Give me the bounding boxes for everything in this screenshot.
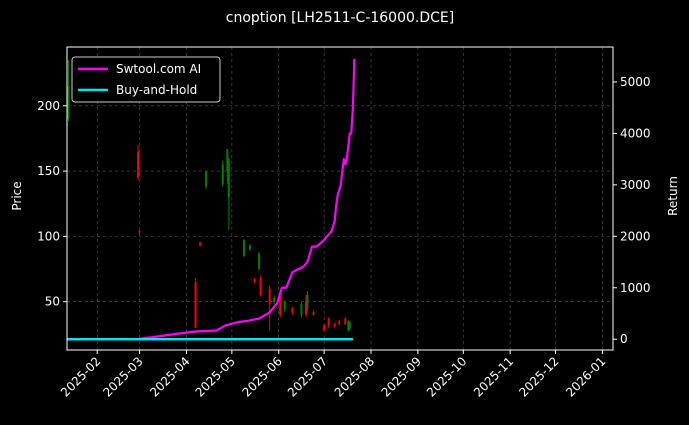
candle-body <box>304 301 307 315</box>
legend: Swtool.com AI Buy-and-Hold <box>71 56 221 103</box>
candle-body <box>323 325 326 331</box>
candle-body <box>259 278 262 296</box>
candle-body <box>300 304 303 315</box>
series-lines <box>67 58 356 341</box>
axes <box>63 46 617 354</box>
candle-body <box>194 282 197 328</box>
y2-tick-label: 2000 <box>620 229 651 243</box>
candle-body <box>291 308 294 313</box>
y-tick-label: 50 <box>45 295 60 309</box>
candle-body <box>333 323 336 327</box>
candle-body <box>221 164 224 185</box>
candle-body <box>253 279 256 283</box>
candle-body <box>348 322 351 328</box>
y2-tick-label: 3000 <box>620 178 651 192</box>
candle-body <box>249 245 252 250</box>
candle-body <box>283 301 286 310</box>
candle-body <box>67 86 70 119</box>
candle-body <box>312 312 315 315</box>
candle-body <box>205 171 208 187</box>
candle-body <box>347 321 350 331</box>
chart-title: cnoption [LH2511-C-16000.DCE] <box>226 10 454 26</box>
y2-tick-label: 4000 <box>620 126 651 140</box>
y2-tick-label: 5000 <box>620 75 651 89</box>
strategy-line <box>67 58 356 341</box>
candle-body <box>306 295 309 309</box>
legend-box <box>71 56 221 103</box>
plot-frame <box>66 46 614 351</box>
candle-body <box>226 148 229 172</box>
candle-body <box>268 288 271 305</box>
candles <box>67 60 351 332</box>
candle-body <box>199 242 202 246</box>
candle-body <box>327 318 330 326</box>
y-tick-label: 150 <box>37 164 60 178</box>
y-tick-label: 200 <box>37 99 60 113</box>
candle-body <box>138 231 141 233</box>
candle-body <box>338 321 341 324</box>
y-tick-label: 100 <box>37 229 60 243</box>
candle-body <box>258 253 261 270</box>
candle-body <box>344 318 347 324</box>
legend-label-benchmark: Buy-and-Hold <box>116 83 197 97</box>
candle-body <box>137 151 140 178</box>
y-axis-label: Price <box>10 181 24 210</box>
y2-tick-label: 0 <box>620 332 628 346</box>
candle-body <box>227 160 230 198</box>
y2-tick-label: 1000 <box>620 281 651 295</box>
candle-body <box>279 295 282 315</box>
legend-label-strategy: Swtool.com AI <box>116 62 201 76</box>
candle-body <box>242 240 245 256</box>
candle-body <box>273 297 276 302</box>
y2-axis-label: Return <box>666 176 680 216</box>
